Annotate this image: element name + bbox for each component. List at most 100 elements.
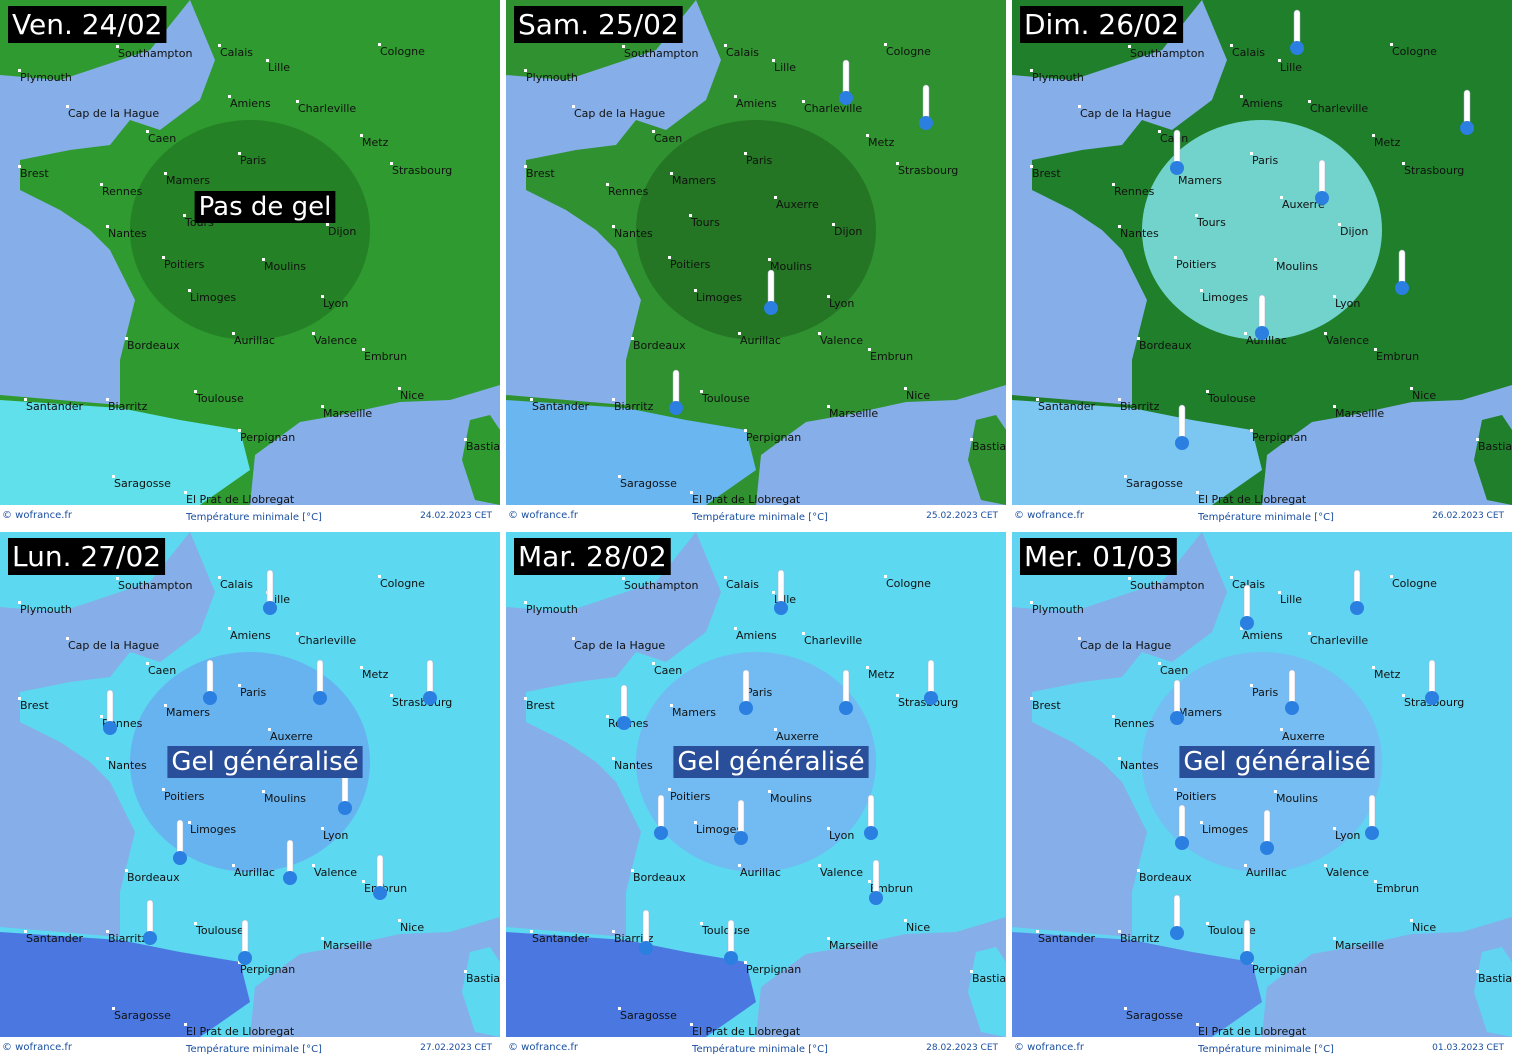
city-dot: [116, 577, 119, 580]
city-dot: [1118, 225, 1121, 228]
city-label: Paris: [746, 154, 772, 167]
city-label: Auxerre: [776, 730, 819, 743]
city-label: Strasbourg: [898, 164, 958, 177]
city-dot: [238, 684, 241, 687]
city-dot: [802, 100, 805, 103]
city-label: Saragosse: [1126, 477, 1183, 490]
city-label: Toulouse: [701, 392, 750, 405]
city-label: Southampton: [624, 47, 698, 60]
thermometer: [672, 369, 680, 407]
city-dot: [1333, 827, 1336, 830]
city-label: Valence: [314, 866, 357, 879]
city-dot: [100, 715, 103, 718]
city-label: Bordeaux: [633, 339, 686, 352]
city-label: Toulouse: [195, 924, 244, 937]
city-dot: [1174, 256, 1177, 259]
city-label: Lyon: [829, 297, 854, 310]
city-dot: [1402, 162, 1405, 165]
city-dot: [378, 575, 381, 578]
city-dot: [18, 69, 21, 72]
city-label: Toulouse: [195, 392, 244, 405]
city-label: Charleville: [298, 102, 356, 115]
land-corsica: [1474, 415, 1512, 505]
city-label: Calais: [1232, 578, 1265, 591]
city-label: Nantes: [614, 759, 653, 772]
city-label: Dijon: [1340, 225, 1368, 238]
footer-date: 27.02.2023 CET: [420, 1043, 492, 1053]
thermometer: [620, 684, 628, 722]
city-label: Dijon: [834, 225, 862, 238]
city-dot: [866, 134, 869, 137]
thermometer-bulb: [724, 951, 738, 965]
city-label: Southampton: [1130, 47, 1204, 60]
city-dot: [904, 387, 907, 390]
city-label: Brest: [1032, 167, 1061, 180]
thermometer: [1353, 569, 1361, 607]
city-dot: [896, 162, 899, 165]
city-dot: [884, 575, 887, 578]
city-dot: [818, 864, 821, 867]
footer-credit: © wofrance.fr: [1014, 510, 1085, 521]
city-dot: [524, 165, 527, 168]
thermometer-bulb: [338, 801, 352, 815]
thermometer-bulb: [283, 871, 297, 885]
city-dot: [1374, 348, 1377, 351]
city-label: Santander: [26, 400, 83, 413]
city-label: Cap de la Hague: [1080, 639, 1171, 652]
thermometer-bulb: [313, 691, 327, 705]
city-label: Nice: [1412, 921, 1436, 934]
city-dot: [1240, 627, 1243, 630]
city-label: Plymouth: [1032, 603, 1084, 616]
city-dot: [772, 591, 775, 594]
city-dot: [530, 398, 533, 401]
city-label: Lyon: [829, 829, 854, 842]
city-label: Limoges: [190, 823, 236, 836]
city-label: Lyon: [1335, 829, 1360, 842]
footer-credit: © wofrance.fr: [508, 1042, 579, 1053]
city-label: Valence: [820, 334, 863, 347]
city-label: Aurillac: [1246, 866, 1287, 879]
thermometer: [867, 794, 875, 832]
city-dot: [1174, 788, 1177, 791]
city-dot: [262, 790, 265, 793]
thermometer: [842, 669, 850, 707]
thermometer: [206, 659, 214, 697]
city-dot: [360, 134, 363, 137]
city-dot: [970, 970, 973, 973]
footer-date: 26.02.2023 CET: [1432, 511, 1504, 521]
city-label: Limoges: [696, 291, 742, 304]
city-label: Marseille: [323, 939, 372, 952]
city-dot: [266, 59, 269, 62]
city-dot: [1372, 666, 1375, 669]
city-dot: [802, 632, 805, 635]
sea-med: [250, 917, 500, 1037]
city-dot: [1333, 405, 1336, 408]
city-dot: [1196, 491, 1199, 494]
city-label: Caen: [148, 664, 176, 677]
city-dot: [100, 183, 103, 186]
land-zone: [130, 120, 370, 340]
city-label: Strasbourg: [392, 164, 452, 177]
city-dot: [146, 662, 149, 665]
note-label: Gel généralisé: [1183, 747, 1370, 777]
city-dot: [868, 880, 871, 883]
thermometer-bulb: [1170, 926, 1184, 940]
city-label: Auxerre: [270, 730, 313, 743]
thermometer-bulb: [203, 691, 217, 705]
city-dot: [106, 398, 109, 401]
city-label: Caen: [654, 664, 682, 677]
note-label-bg: [1179, 746, 1375, 778]
city-label: Caen: [1160, 664, 1188, 677]
city-label: Embrun: [1376, 882, 1419, 895]
sea-med: [1262, 917, 1512, 1037]
city-label: Plymouth: [1032, 71, 1084, 84]
city-label: Saragosse: [114, 477, 171, 490]
thermometer: [241, 919, 249, 957]
city-dot: [1078, 105, 1081, 108]
city-dot: [700, 922, 703, 925]
city-label: Limoges: [696, 823, 742, 836]
city-dot: [1324, 864, 1327, 867]
thermometer-bulb: [739, 701, 753, 715]
thermometer: [1178, 404, 1186, 442]
thermometer-bulb: [1240, 951, 1254, 965]
